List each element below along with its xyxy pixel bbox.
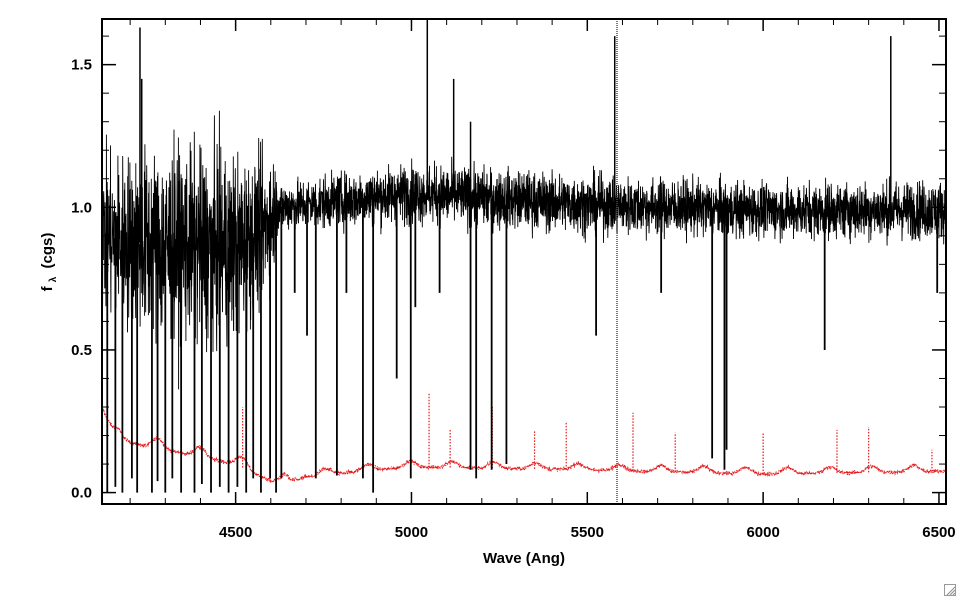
y-tick-label: 0.0 xyxy=(71,485,92,502)
x-axis-label: Wave (Ang) xyxy=(483,550,565,567)
y-axis-label-unit: (cgs) xyxy=(39,233,56,269)
flux-spectrum-series xyxy=(102,19,946,493)
y-tick-label: 1.5 xyxy=(71,57,92,74)
x-tick-label: 6500 xyxy=(922,524,955,541)
x-tick-label: 5500 xyxy=(571,524,604,541)
error-spectrum-series xyxy=(102,392,946,483)
plot-area xyxy=(102,19,946,504)
resize-grip-icon[interactable] xyxy=(944,584,956,596)
flux-spectrum-line xyxy=(102,110,946,390)
plot-frame xyxy=(101,18,947,505)
x-tick-label: 4500 xyxy=(219,524,252,541)
y-tick-label: 0.5 xyxy=(71,342,92,359)
y-axis-label: f λ (cgs) xyxy=(39,233,60,292)
x-tick-label: 6000 xyxy=(746,524,779,541)
x-axis-ticks: 4500 5000 5500 6000 6500 xyxy=(129,19,956,541)
x-tick-label: 5000 xyxy=(395,524,428,541)
y-axis-ticks: 0.0 0.5 1.0 1.5 xyxy=(71,35,946,502)
y-axis-label-main: f xyxy=(39,285,56,291)
y-axis-label-subscript: λ xyxy=(48,276,59,282)
error-spectrum-line xyxy=(102,405,946,483)
y-tick-label: 1.0 xyxy=(71,199,92,216)
